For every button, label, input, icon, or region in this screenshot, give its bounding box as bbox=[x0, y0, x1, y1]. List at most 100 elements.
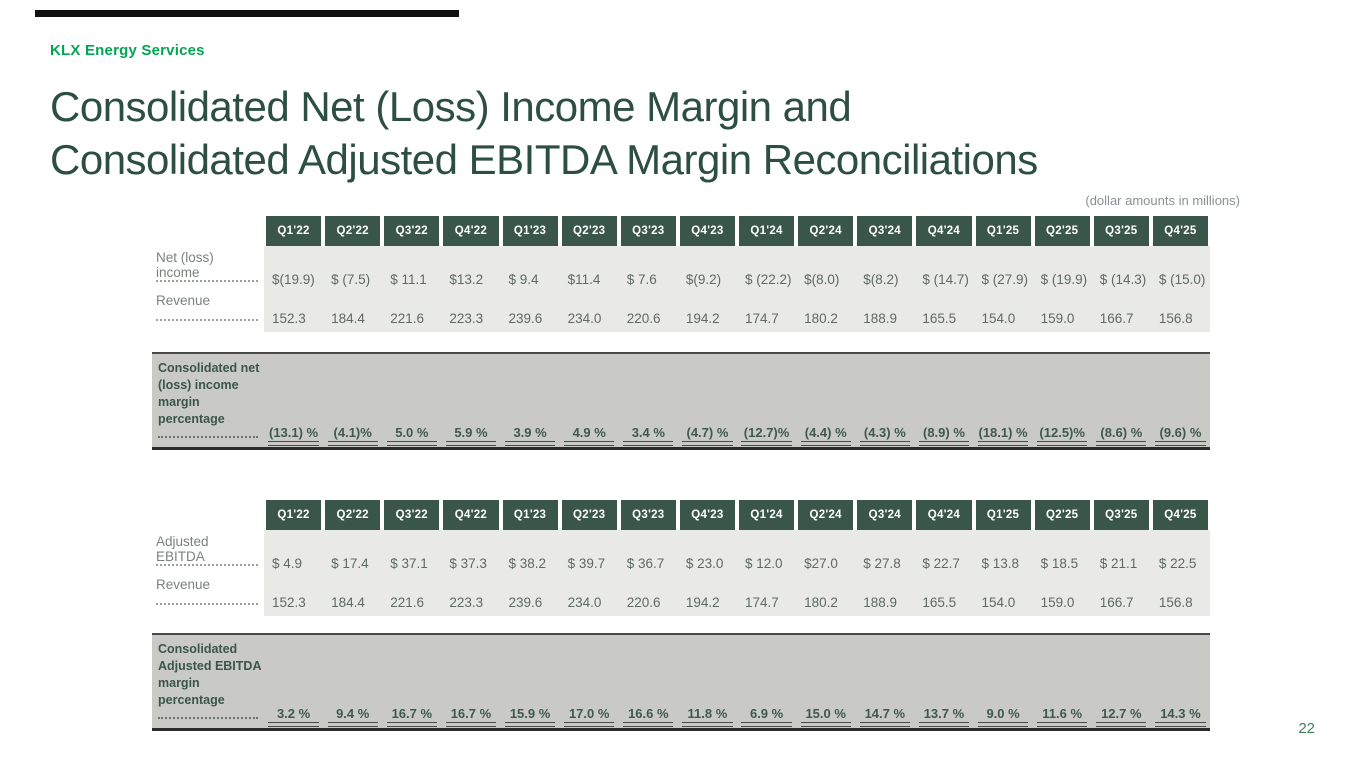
margin-percentage: 11.6 % bbox=[1042, 706, 1083, 721]
margin-value-cell: 11.8 % bbox=[678, 635, 737, 728]
value-cell: $ (19.9) bbox=[1032, 246, 1092, 293]
value-cell: $ (14.3) bbox=[1091, 246, 1151, 293]
margin-percentage: 16.6 % bbox=[628, 706, 669, 721]
quarter-header-label: Q1'23 bbox=[502, 500, 558, 530]
value-cell: 184.4 bbox=[323, 289, 383, 332]
value-cell: $ 27.8 bbox=[855, 530, 915, 577]
quarter-header-cell: Q4'23 bbox=[678, 500, 737, 530]
margin-value-cell: 15.9 % bbox=[501, 635, 560, 728]
quarter-header-label: Q2'25 bbox=[1034, 216, 1090, 246]
value-cell: $11.4 bbox=[559, 246, 619, 293]
value-cell: $ 9.4 bbox=[500, 246, 560, 293]
table-row: Net (loss) income $(19.9) $ (7.5) $ 11.1 $13… bbox=[152, 246, 1210, 293]
margin-value-cell: 6.9 % bbox=[737, 635, 796, 728]
value-cell: 166.7 bbox=[1091, 573, 1151, 616]
value-text: 180.2 bbox=[804, 311, 838, 326]
quarter-header-label: Q2'24 bbox=[798, 500, 854, 530]
value-text: $ 22.7 bbox=[922, 556, 960, 571]
dotted-leader bbox=[158, 436, 258, 438]
value-text: 156.8 bbox=[1158, 311, 1193, 326]
value-text: $ 13.8 bbox=[981, 556, 1020, 571]
value-cell: 234.0 bbox=[559, 289, 619, 332]
margin-value-cell: 17.0 % bbox=[560, 635, 619, 728]
margin-percentage: 14.3 % bbox=[1160, 706, 1201, 721]
value-cell: $27.0 bbox=[796, 530, 856, 577]
margin-percentage: 3.4 % bbox=[631, 425, 665, 440]
quarter-header-label: Q1'24 bbox=[739, 216, 795, 246]
double-underline bbox=[800, 722, 851, 727]
margin-percentage: 5.9 % bbox=[454, 425, 488, 440]
margin-value-cell: 13.7 % bbox=[914, 635, 973, 728]
value-text: 239.6 bbox=[508, 595, 543, 610]
double-underline bbox=[859, 441, 910, 446]
margin-value-cell: (18.1) % bbox=[974, 354, 1033, 447]
quarter-header-cell: Q4'22 bbox=[441, 500, 500, 530]
value-text: $ 18.5 bbox=[1040, 556, 1079, 571]
double-underline bbox=[564, 441, 615, 446]
value-text: $ 12.0 bbox=[745, 556, 783, 571]
double-underline bbox=[504, 441, 556, 446]
double-underline bbox=[1096, 441, 1147, 446]
quarter-header-cell: Q3'22 bbox=[382, 500, 441, 530]
quarter-header-label: Q2'23 bbox=[561, 500, 617, 530]
quarter-header-cell: Q3'22 bbox=[382, 216, 441, 246]
header-spacer bbox=[152, 500, 264, 530]
quarter-header-cell: Q3'25 bbox=[1092, 216, 1151, 246]
value-text: 152.3 bbox=[272, 311, 306, 326]
value-text: 234.0 bbox=[567, 595, 602, 610]
margin-value-cell: 3.2 % bbox=[264, 635, 323, 728]
value-text: $ 21.1 bbox=[1099, 556, 1138, 571]
margin-value-cell: (9.6) % bbox=[1151, 354, 1210, 447]
quarter-header-cell: Q2'25 bbox=[1033, 216, 1092, 246]
margin-percentage: (12.5)% bbox=[1039, 425, 1085, 440]
value-cell: 159.0 bbox=[1032, 573, 1092, 616]
row-label-cell: Revenue bbox=[152, 573, 264, 616]
quarter-header-label: Q1'24 bbox=[739, 500, 795, 530]
margin-percentage: 9.0 % bbox=[986, 706, 1020, 721]
margin-value-cell: 11.6 % bbox=[1033, 635, 1092, 728]
dotted-leader bbox=[156, 319, 258, 321]
dotted-leader bbox=[156, 280, 258, 282]
double-underline bbox=[741, 722, 792, 727]
value-text: 188.9 bbox=[863, 311, 898, 326]
quarter-header-label: Q4'22 bbox=[443, 500, 499, 530]
net-loss-income-margin-band: Consolidated net (loss) income margin pe… bbox=[152, 352, 1210, 450]
net-loss-income-table: Q1'22 Q2'22 Q3'22 Q4'22 Q1'23 Q2'23 Q3'23 Q4'23… bbox=[152, 216, 1210, 332]
quarter-header-cell: Q4'22 bbox=[441, 216, 500, 246]
margin-percentage: 15.0 % bbox=[805, 706, 846, 721]
margin-band-grid: Consolidated net (loss) income margin pe… bbox=[152, 354, 1210, 447]
quarter-header-label: Q3'22 bbox=[384, 216, 440, 246]
double-underline bbox=[623, 722, 674, 727]
value-text: $ (14.7) bbox=[922, 272, 969, 287]
margin-value-cell: (8.9) % bbox=[914, 354, 973, 447]
margin-value-cell: (4.7) % bbox=[678, 354, 737, 447]
value-text: 223.3 bbox=[449, 595, 484, 610]
value-cell: 154.0 bbox=[973, 289, 1033, 332]
header-spacer bbox=[152, 216, 264, 246]
value-cell: 220.6 bbox=[618, 573, 678, 616]
brand-name: KLX Energy Services bbox=[50, 42, 205, 59]
value-text: $ (27.9) bbox=[981, 272, 1029, 287]
row-label: Net (loss) income bbox=[156, 250, 214, 280]
value-cell: 152.3 bbox=[264, 289, 324, 332]
value-text: $ (19.9) bbox=[1040, 272, 1088, 287]
margin-percentage: (9.6) % bbox=[1159, 425, 1202, 440]
quarter-header-label: Q1'25 bbox=[975, 216, 1031, 246]
value-text: $(8.2) bbox=[863, 272, 899, 287]
value-cell: 165.5 bbox=[914, 289, 974, 332]
value-text: $ 38.2 bbox=[508, 556, 547, 571]
value-cell: $ 4.9 bbox=[264, 530, 324, 577]
value-text: 221.6 bbox=[390, 311, 425, 326]
value-cell: 156.8 bbox=[1150, 573, 1210, 616]
value-text: $ 37.1 bbox=[390, 556, 428, 571]
row-label: Revenue bbox=[156, 577, 211, 592]
quarter-header-cell: Q1'25 bbox=[974, 216, 1033, 246]
margin-value-cell: (12.5)% bbox=[1033, 354, 1092, 447]
double-underline bbox=[445, 441, 497, 446]
value-cell: $ 18.5 bbox=[1032, 530, 1092, 577]
value-cell: $ 37.1 bbox=[382, 530, 442, 577]
value-cell: 221.6 bbox=[382, 289, 442, 332]
quarter-header-label: Q3'24 bbox=[857, 216, 913, 246]
quarter-header-cell: Q4'24 bbox=[914, 216, 973, 246]
dotted-leader bbox=[158, 717, 258, 719]
